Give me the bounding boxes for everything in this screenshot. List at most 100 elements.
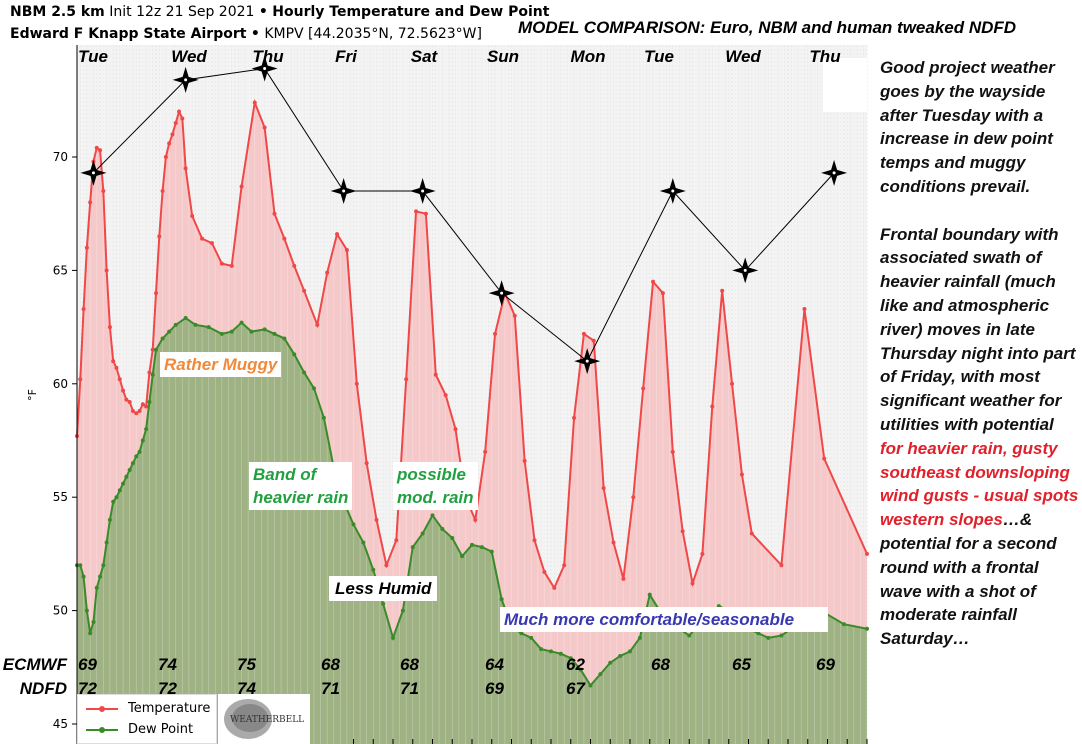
station-name: Edward F Knapp State Airport <box>10 26 247 42</box>
temperature-point <box>190 213 195 218</box>
dew-point-point <box>134 454 139 459</box>
notes-highlight: for heavier rain, gusty southeast downsl… <box>880 438 1079 530</box>
ndfd-value: 72 <box>78 679 97 698</box>
temperature-point <box>344 247 349 252</box>
temperature-point <box>641 386 646 391</box>
temperature-point <box>107 325 112 330</box>
day-label: Wed <box>171 47 207 66</box>
dew-point-point <box>637 635 642 640</box>
temperature-point <box>292 263 297 268</box>
temperature-point <box>621 576 626 581</box>
y-tick-label: 65 <box>53 263 68 277</box>
temperature-point <box>144 404 149 409</box>
init-time: Init 12z 21 Sep 2021 <box>109 4 255 20</box>
dew-point-point <box>91 619 96 624</box>
dew-point-point <box>460 554 465 559</box>
temperature-point <box>483 449 488 454</box>
annotation-line: possible <box>397 465 466 484</box>
dew-point-point <box>140 438 145 443</box>
annotation-line: heavier rain <box>253 488 349 507</box>
temperature-point <box>200 236 205 241</box>
temperature-point <box>802 306 807 311</box>
temperature-point <box>121 388 126 393</box>
y-axis-label: °F <box>26 389 39 401</box>
temperature-point <box>140 402 145 407</box>
dew-point-point <box>147 399 152 404</box>
temperature-point <box>532 538 537 543</box>
temperature-point <box>160 189 165 194</box>
dew-point-point <box>470 542 474 547</box>
temperature-point <box>865 551 869 556</box>
temperature-point <box>542 570 547 575</box>
dew-point-point <box>529 635 534 640</box>
dew-point-point <box>756 631 761 636</box>
temperature-point <box>147 370 152 375</box>
temperature-point <box>167 141 172 146</box>
temperature-line-icon <box>86 705 118 712</box>
dew-point-point <box>841 622 846 627</box>
temperature-point <box>88 200 93 205</box>
dew-point-point <box>78 563 83 568</box>
temperature-point <box>611 540 616 545</box>
forecast-notes: Good project weather goes by the wayside… <box>880 56 1080 675</box>
model-comparison-marker-center <box>184 78 188 82</box>
comparison-title: MODEL COMPARISON: Euro, NBM and human tw… <box>518 18 1017 37</box>
ndfd-value: 74 <box>237 679 256 698</box>
dew-point-line-icon <box>86 726 118 733</box>
temperature-point <box>423 211 428 216</box>
temperature-point <box>443 393 448 398</box>
day-label: Wed <box>725 47 761 66</box>
dew-point-area <box>77 318 867 744</box>
temperature-point <box>631 495 636 500</box>
temperature-point <box>710 404 715 409</box>
temperature-point <box>130 409 135 414</box>
plot-corner-mask <box>823 58 867 112</box>
model-comparison-marker-center <box>91 171 95 175</box>
legend-label: Temperature <box>128 701 211 716</box>
temperature-point <box>134 411 139 416</box>
weatherbell-logo: WEATHERBELL <box>218 694 310 744</box>
dew-point-point <box>206 325 211 330</box>
logo-swirl-icon: WEATHERBELL <box>224 699 304 739</box>
temperature-point <box>384 563 389 568</box>
dew-point-point <box>262 327 267 332</box>
dew-point-point <box>430 513 435 518</box>
temperature-point <box>127 399 132 404</box>
temperature-point <box>302 288 307 293</box>
dew-point-point <box>321 415 326 420</box>
day-label: Tue <box>644 47 674 66</box>
model-comparison-marker-center <box>743 268 747 272</box>
dew-point-point <box>440 526 445 531</box>
temperature-point <box>157 234 162 239</box>
temperature-point <box>404 377 409 382</box>
temperature-point <box>670 449 675 454</box>
dew-point-point <box>104 540 109 545</box>
dew-point-point <box>381 601 386 606</box>
dew-point-point <box>608 660 613 665</box>
dew-point-point <box>150 372 155 377</box>
dew-point-point <box>400 608 405 613</box>
temperature-point <box>493 331 498 336</box>
dew-point-point <box>81 574 86 579</box>
temperature-point <box>114 365 119 370</box>
temperature-point <box>749 531 754 536</box>
dew-point-point <box>167 329 172 334</box>
temperature-point <box>239 184 244 189</box>
dew-point-point <box>121 481 126 486</box>
notes-text: Frontal boundary with associated swath o… <box>880 224 1076 434</box>
model-comparison-marker-center <box>500 291 504 295</box>
dew-point-point <box>137 449 142 454</box>
dew-point-point <box>499 597 504 602</box>
dew-point-point <box>88 631 93 636</box>
y-tick-label: 60 <box>53 377 68 391</box>
annotation-line: mod. rain <box>397 488 474 507</box>
dew-point-point <box>173 322 178 327</box>
dew-point-point <box>124 474 129 479</box>
model-row-label: ECMWF <box>3 655 68 674</box>
temperature-point <box>354 381 359 386</box>
temperature-point <box>219 261 224 266</box>
dew-point-point <box>420 531 425 536</box>
dew-point-point <box>391 635 395 640</box>
dew-point-point <box>302 370 307 375</box>
